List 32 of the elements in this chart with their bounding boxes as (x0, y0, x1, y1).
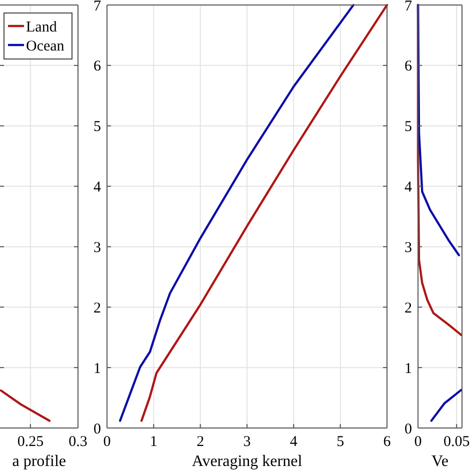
y-tick-label: 1 (94, 360, 101, 377)
y-tick-label: 3 (94, 240, 101, 256)
legend-label: Land (26, 19, 58, 36)
y-tick-label: 4 (94, 180, 102, 196)
x-tick-label: 0.25 (17, 434, 44, 450)
x-axis-title: Averaging kernel (192, 453, 303, 470)
line-series (118, 4, 354, 422)
y-tick-label: 6 (404, 58, 412, 75)
y-tick-label: 0 (94, 421, 101, 438)
x-tick-label: 0.05 (443, 434, 470, 450)
x-tick-label: 1 (150, 434, 158, 450)
legend-label: Ocean (26, 38, 65, 54)
x-tick-label: 3 (243, 434, 251, 450)
y-tick-label: 5 (94, 119, 101, 136)
x-tick-label: 0.3 (68, 434, 88, 450)
y-tick-label: 2 (404, 300, 412, 316)
y-tick-label: 7 (404, 0, 412, 14)
x-tick-label: 4 (290, 434, 298, 450)
y-tick-label: 6 (94, 58, 102, 75)
x-tick-label: 6 (383, 434, 392, 450)
x-tick-label: 5 (336, 434, 344, 450)
line-series (140, 4, 388, 422)
x-axis-title: Ve (432, 453, 448, 470)
y-tick-label: 4 (404, 180, 412, 196)
y-tick-label: 2 (94, 300, 101, 316)
x-axis-title: a profile (12, 453, 66, 470)
y-tick-label: 1 (404, 360, 412, 377)
y-tick-label: 5 (404, 119, 412, 136)
x-tick-label: 2 (196, 434, 204, 450)
y-tick-label: 3 (404, 240, 412, 256)
y-tick-label: 0 (404, 421, 412, 438)
y-tick-label: 7 (94, 0, 102, 14)
